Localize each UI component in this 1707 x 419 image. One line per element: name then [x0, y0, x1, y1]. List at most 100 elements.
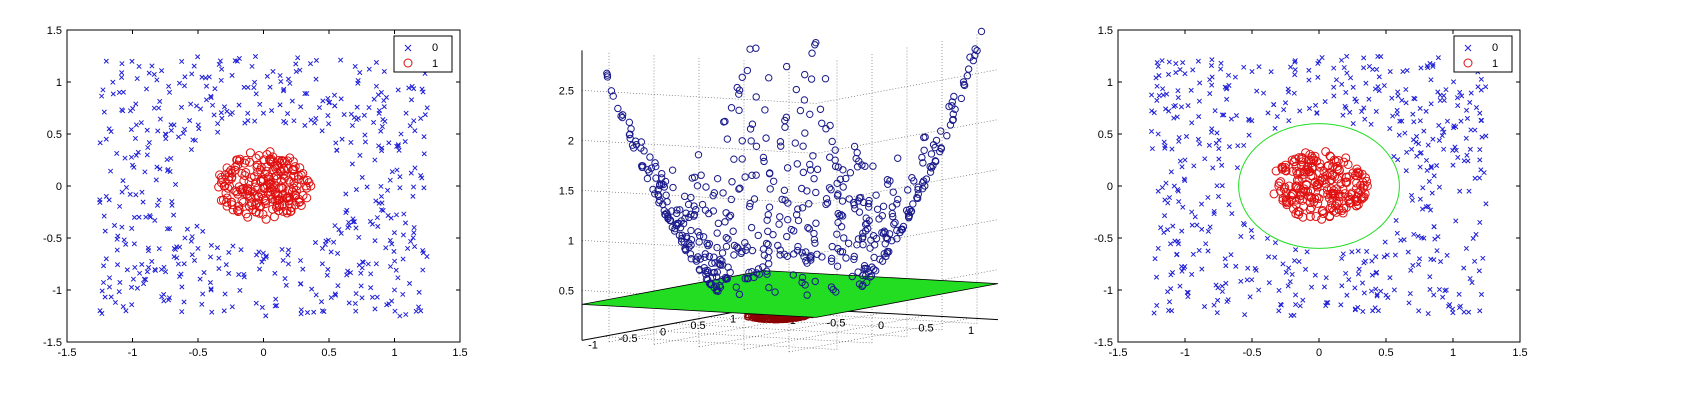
class-1-point	[279, 174, 289, 184]
class-1-point	[299, 175, 309, 185]
class-0-point	[669, 183, 677, 192]
class-0-point	[1171, 103, 1177, 110]
class-0-point	[216, 255, 222, 261]
class-0-point	[1368, 121, 1374, 127]
class-0-point	[1464, 107, 1470, 113]
class-0-point	[1362, 116, 1368, 122]
class-0-point	[1405, 249, 1411, 255]
class-0-point	[816, 105, 825, 113]
class-0-point	[195, 245, 201, 251]
class-0-point	[852, 154, 860, 163]
class-0-point	[1356, 266, 1362, 272]
class-0-point	[223, 262, 229, 268]
class-0-point	[744, 274, 752, 283]
class-0-point	[1387, 68, 1393, 75]
class-0-point	[879, 229, 888, 238]
class-0-point	[1303, 266, 1309, 272]
class-0-point	[338, 96, 344, 102]
class-1-point	[216, 178, 226, 188]
class-0-point	[1476, 268, 1482, 274]
class-0-point	[1256, 64, 1262, 70]
class-0-point	[1401, 237, 1407, 243]
class-0-point	[1235, 143, 1241, 149]
y-tick-label: -1.5	[43, 337, 62, 349]
class-0-point	[649, 185, 657, 194]
class-0-point	[806, 110, 814, 119]
class-0-point	[1375, 84, 1381, 90]
class-1-point	[1304, 191, 1314, 201]
class-0-point	[726, 211, 735, 220]
class-0-point	[1249, 118, 1255, 124]
class-0-point	[321, 309, 327, 315]
class-0-point	[1347, 109, 1353, 115]
class-0-point	[1276, 308, 1282, 314]
class-0-point	[1166, 108, 1172, 114]
class-0-point	[111, 222, 118, 229]
class-0-point	[1361, 65, 1367, 71]
class-0-point	[1282, 100, 1289, 106]
class-0-point	[1288, 64, 1294, 70]
class-0-point	[1373, 254, 1379, 260]
class-0-point	[352, 63, 358, 69]
class-0-point	[1428, 165, 1434, 171]
class-0-point	[304, 309, 311, 316]
class-0-point	[1280, 261, 1286, 267]
class-0-point	[790, 250, 798, 258]
class-1-point	[233, 189, 243, 199]
class-0-point	[1223, 86, 1230, 92]
class-0-point	[1155, 63, 1161, 69]
class-0-point	[1396, 132, 1402, 138]
class-1-point	[772, 316, 780, 324]
class-0-point	[121, 237, 127, 243]
class-0-point	[1361, 290, 1367, 296]
class-0-point	[834, 218, 842, 227]
grid-line	[581, 219, 999, 254]
class-0-point	[203, 97, 210, 103]
class-0-point	[1151, 310, 1157, 316]
class-0-point	[1480, 255, 1486, 261]
class-0-point	[822, 200, 830, 209]
class-0-point	[222, 291, 228, 297]
class-0-point	[1373, 108, 1379, 114]
class-1-point	[1339, 157, 1349, 167]
class-0-point	[1343, 270, 1349, 276]
class-1-point	[242, 185, 252, 195]
class-0-point	[132, 135, 138, 141]
class-0-point	[727, 104, 736, 112]
class-0-point	[831, 162, 840, 171]
class-0-point	[951, 105, 959, 114]
class-1-point	[290, 162, 300, 172]
class-1-point	[1342, 178, 1352, 188]
class-0-point	[392, 308, 398, 314]
class-1-point	[256, 201, 266, 211]
class-0-point	[269, 107, 275, 114]
class-0-point	[746, 199, 754, 208]
class-0-point	[1163, 106, 1169, 112]
class-0-point	[827, 257, 836, 265]
class-0-point	[413, 308, 419, 314]
class-0-point	[1464, 115, 1470, 121]
class-0-point	[1432, 236, 1438, 242]
class-0-point	[421, 185, 427, 191]
class-0-point	[663, 209, 671, 217]
class-1-point	[238, 197, 248, 207]
class-0-point	[164, 226, 171, 232]
class-0-point	[419, 175, 425, 181]
class-0-point	[99, 288, 105, 294]
class-1-point	[1313, 198, 1323, 208]
class-1-point	[1269, 189, 1279, 199]
class-0-point	[108, 294, 114, 300]
class-0-point	[626, 130, 634, 138]
class-0-point	[1434, 163, 1440, 169]
class-0-point	[1156, 93, 1162, 99]
class-0-point	[1218, 60, 1224, 66]
class-0-point	[424, 105, 430, 111]
class-0-point	[352, 300, 358, 307]
class-1-point	[256, 177, 266, 187]
class-0-point	[913, 193, 921, 202]
class-0-point	[394, 167, 400, 173]
class-0-point	[320, 98, 326, 104]
class-0-point	[102, 228, 108, 234]
class-0-point	[735, 86, 744, 94]
class-0-point	[1428, 163, 1434, 170]
